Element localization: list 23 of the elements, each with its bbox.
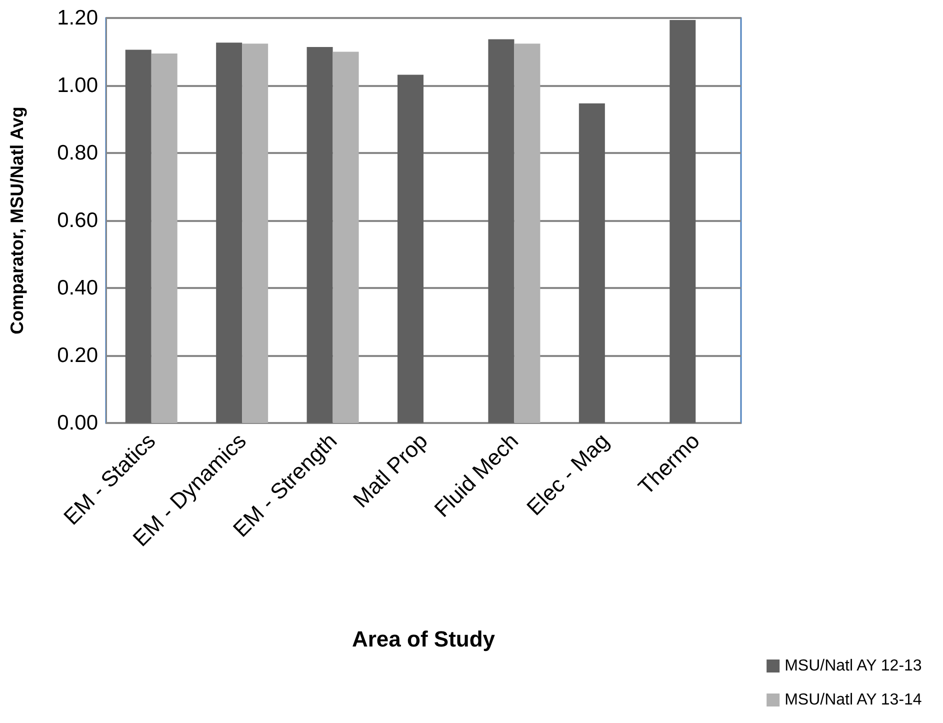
y-tick-label: 1.20 — [57, 6, 98, 30]
legend-label: MSU/Natl AY 12-13 — [784, 658, 922, 674]
bar — [398, 74, 424, 423]
bar — [514, 44, 540, 423]
bar — [216, 42, 242, 423]
bar — [151, 53, 178, 423]
bar — [125, 50, 152, 423]
bar — [242, 44, 268, 423]
legend-label: MSU/Natl AY 13-14 — [784, 692, 922, 708]
y-tick-label: 0.20 — [57, 344, 98, 367]
y-tick-label: 0.00 — [57, 412, 98, 434]
y-tick-label: 0.80 — [57, 142, 98, 164]
bar — [578, 103, 605, 423]
bar — [332, 52, 359, 423]
y-tick-label: 1.00 — [57, 74, 98, 97]
bar — [488, 39, 514, 423]
y-tick-label: 0.40 — [57, 276, 98, 300]
x-tick-label: Elec - Mag — [522, 428, 614, 520]
y-tick-label: 0.60 — [57, 209, 98, 232]
bar — [670, 20, 696, 423]
x-axis-title: Area of Study — [352, 626, 496, 652]
y-axis-title: Comparator, MSU/Natl Avg — [7, 106, 27, 334]
bar — [306, 47, 333, 423]
